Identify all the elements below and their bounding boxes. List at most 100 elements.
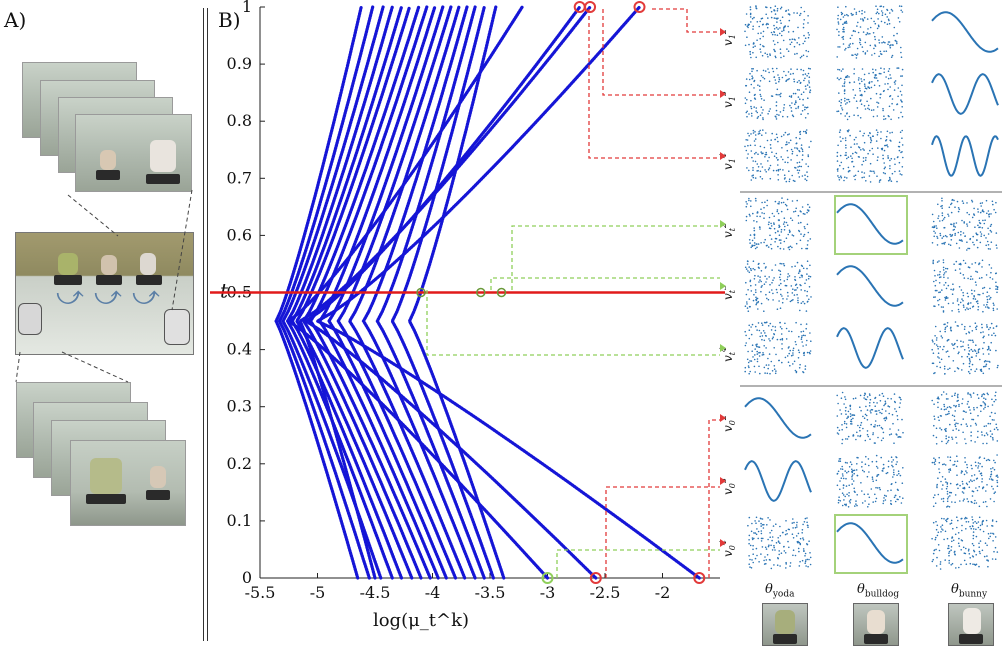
scatter-point <box>900 398 902 401</box>
scatter-point <box>991 200 994 203</box>
scatter-point <box>779 111 782 113</box>
scatter-point <box>951 395 953 398</box>
scatter-point <box>779 307 782 310</box>
scatter-point <box>744 145 746 148</box>
scatter-point <box>793 521 795 524</box>
scatter-point <box>973 295 975 297</box>
scatter-point <box>863 417 866 420</box>
scatter-point <box>862 148 864 150</box>
scatter-point <box>866 50 869 52</box>
scatter-point <box>796 287 799 289</box>
scatter-point <box>941 337 944 339</box>
scatter-point <box>859 94 862 96</box>
scatter-point <box>774 326 777 328</box>
scatter-point <box>800 6 802 9</box>
scatter-point <box>779 288 782 291</box>
scatter-point <box>773 368 776 371</box>
scatter-point <box>933 230 935 233</box>
scatter-point <box>787 233 789 236</box>
scatter-point <box>967 266 970 268</box>
scatter-point <box>945 297 948 300</box>
scatter-point <box>760 163 762 165</box>
scatter-point <box>803 354 805 357</box>
scatter-point <box>986 484 988 486</box>
scatter-point <box>933 269 936 272</box>
scatter-point <box>781 147 783 149</box>
scatter-point <box>790 110 793 112</box>
mini-scatter-plot <box>931 11 999 53</box>
scatter-point <box>756 211 759 213</box>
scatter-point <box>988 328 990 331</box>
scatter-point <box>780 201 783 204</box>
scatter-point <box>947 277 949 279</box>
scatter-point <box>987 532 990 535</box>
scatter-point <box>887 490 889 492</box>
scatter-point <box>981 434 983 436</box>
scatter-point <box>854 397 857 400</box>
scatter-point <box>767 367 769 370</box>
scatter-point <box>752 132 755 134</box>
scatter-point <box>744 102 747 105</box>
scatter-point <box>984 219 986 221</box>
scatter-point <box>769 227 772 230</box>
scatter-point <box>784 552 787 554</box>
scatter-point <box>805 247 807 250</box>
scatter-point <box>776 88 779 91</box>
scatter-point <box>778 78 781 81</box>
scatter-point <box>837 46 839 48</box>
scatter-point <box>978 219 980 222</box>
scatter-point <box>987 458 989 461</box>
scatter-point <box>780 34 783 37</box>
scatter-point <box>759 129 761 132</box>
scatter-point <box>848 76 850 78</box>
scatter-point <box>791 522 794 524</box>
scatter-point <box>771 212 774 215</box>
scatter-point <box>989 225 992 227</box>
scatter-point <box>936 235 938 238</box>
scatter-point <box>837 168 839 170</box>
scatter-point <box>786 298 788 300</box>
scatter-point <box>982 310 984 313</box>
scatter-point <box>947 338 950 341</box>
scatter-point <box>756 297 759 300</box>
scatter-point <box>946 500 949 503</box>
scatter-point <box>787 276 789 278</box>
scatter-point <box>804 117 807 119</box>
scatter-point <box>792 30 795 33</box>
scatter-point <box>849 404 851 407</box>
scatter-point <box>994 546 997 549</box>
scatter-point <box>769 532 771 534</box>
scatter-point <box>806 211 808 214</box>
scatter-point <box>762 23 764 26</box>
scatter-point <box>970 368 972 371</box>
scatter-point <box>850 146 852 148</box>
scatter-point <box>897 95 899 98</box>
scatter-point <box>946 498 949 500</box>
scatter-point <box>840 176 843 179</box>
scatter-point <box>840 161 843 164</box>
scatter-point <box>799 133 802 135</box>
scatter-point <box>932 259 935 262</box>
scatter-point <box>853 487 855 490</box>
scatter-point <box>807 112 809 115</box>
scatter-point <box>962 431 964 434</box>
scatter-point <box>935 548 937 551</box>
scatter-point <box>864 41 867 44</box>
scatter-point <box>945 296 948 298</box>
scatter-point <box>949 491 951 494</box>
scatter-point <box>974 441 976 443</box>
scatter-point <box>961 219 963 222</box>
scatter-point <box>962 232 965 234</box>
scatter-point <box>943 405 946 408</box>
scatter-point <box>809 352 811 355</box>
scatter-point <box>842 43 845 45</box>
scatter-point <box>779 326 782 328</box>
scatter-point <box>879 411 881 414</box>
scatter-point <box>949 469 952 472</box>
scatter-point <box>961 323 963 326</box>
scatter-point <box>795 321 797 324</box>
scatter-point <box>961 524 963 527</box>
scatter-point <box>806 558 809 561</box>
scatter-point <box>893 26 896 29</box>
scatter-point <box>786 355 789 357</box>
